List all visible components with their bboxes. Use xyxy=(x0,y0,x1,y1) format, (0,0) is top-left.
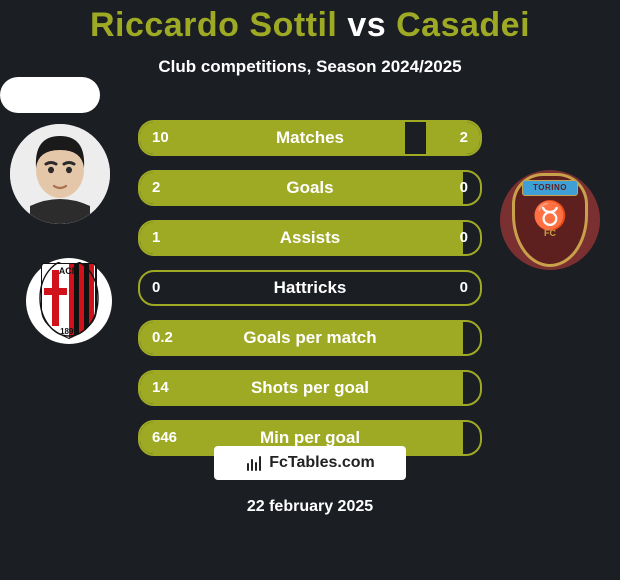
stat-row: 0Hattricks0 xyxy=(138,270,482,306)
stat-label: Hattricks xyxy=(140,272,480,304)
comparison-card: Riccardo Sottil vs Casadei Club competit… xyxy=(0,0,620,580)
player-a-avatar-icon xyxy=(10,124,110,224)
stat-label: Shots per goal xyxy=(140,372,480,404)
stat-row: 1Assists0 xyxy=(138,220,482,256)
stat-label: Assists xyxy=(140,222,480,254)
page-title: Riccardo Sottil vs Casadei xyxy=(0,0,620,45)
bull-icon: ♉ xyxy=(533,202,568,230)
stat-row: 646Min per goal xyxy=(138,420,482,456)
vs-label: vs xyxy=(347,6,386,44)
subtitle: Club competitions, Season 2024/2025 xyxy=(0,57,620,77)
site-badge-text: FcTables.com xyxy=(269,454,375,472)
player-a-name: Riccardo Sottil xyxy=(90,6,337,44)
stat-rows: 10Matches22Goals01Assists00Hattricks00.2… xyxy=(138,120,482,470)
acm-top-text: ACM xyxy=(59,266,80,276)
stat-label: Matches xyxy=(140,122,480,154)
stat-row: 10Matches2 xyxy=(138,120,482,156)
stat-row: 0.2Goals per match xyxy=(138,320,482,356)
club-a-badge: ACM 1899 xyxy=(26,258,112,344)
stat-value-b: 0 xyxy=(460,272,468,304)
club-b-badge: TORINO ♉ FC xyxy=(500,170,600,270)
stat-value-b: 2 xyxy=(460,122,468,154)
stat-row: 14Shots per goal xyxy=(138,370,482,406)
player-a-avatar xyxy=(10,124,110,224)
stat-value-b: 0 xyxy=(460,222,468,254)
date-label: 22 february 2025 xyxy=(0,498,620,516)
torino-shield-icon: TORINO ♉ FC xyxy=(512,173,588,267)
player-b-avatar xyxy=(0,77,100,113)
stat-row: 2Goals0 xyxy=(138,170,482,206)
torino-sub-text: FC xyxy=(544,228,556,238)
acm-shield-icon: ACM 1899 xyxy=(38,262,100,340)
torino-banner-text: TORINO xyxy=(522,180,578,196)
stat-label: Min per goal xyxy=(140,422,480,454)
stat-label: Goals per match xyxy=(140,322,480,354)
stat-label: Goals xyxy=(140,172,480,204)
acm-year-text: 1899 xyxy=(60,327,78,336)
player-b-name: Casadei xyxy=(396,6,530,44)
stat-value-b: 0 xyxy=(460,172,468,204)
bar-chart-icon xyxy=(245,454,263,472)
